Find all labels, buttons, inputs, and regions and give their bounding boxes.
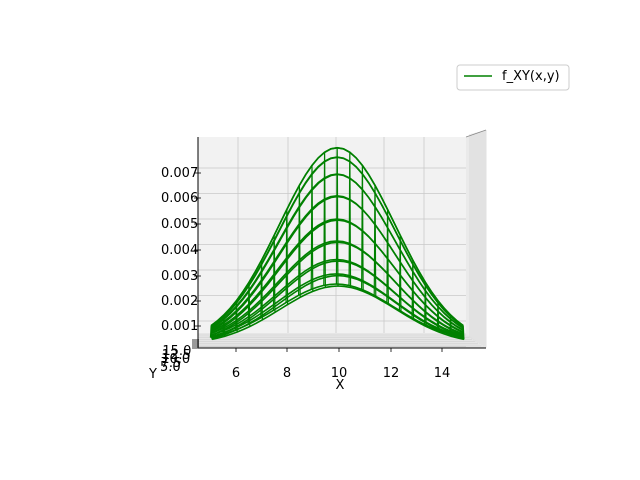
wireframe-series (209, 146, 465, 341)
x-tick-label: 8 (283, 366, 291, 381)
surface-col-12 (361, 165, 364, 292)
surface-col-3 (247, 282, 251, 327)
surface-col-19 (449, 314, 452, 337)
z-tick-label: 0.005 (161, 217, 198, 232)
surface-col-14 (386, 209, 389, 305)
surface-col-15 (398, 235, 402, 313)
x-axis-label: X (336, 378, 345, 393)
y-tick-label: 5.0 (160, 360, 181, 375)
x-tick-label: 14 (434, 366, 451, 381)
surface-col-1 (222, 314, 226, 337)
y-tick-label: 15.0 (162, 344, 191, 359)
y-tick-label: 10.0 (161, 352, 190, 367)
z-tick-label: 0.001 (161, 319, 198, 334)
y-axis-label: Y (148, 367, 157, 382)
x-tick-label: 6 (232, 366, 240, 381)
surface-col-8 (310, 165, 314, 292)
z-tick-label: 0.006 (161, 191, 198, 206)
legend: f_XY(x,y) (456, 64, 570, 91)
surface-col-9 (323, 152, 326, 288)
legend-label: f_XY(x,y) (502, 69, 560, 84)
surface-col-18 (436, 300, 440, 333)
z-tick-label: 0.004 (161, 243, 198, 258)
surface-col-13 (373, 185, 377, 298)
surface-col-10 (335, 147, 339, 287)
surface-col-7 (298, 185, 301, 298)
surface-col-0 (209, 325, 213, 340)
y-tick-label: 12.5 (162, 348, 191, 363)
x-tick-label: 12 (383, 366, 400, 381)
surface-col-20 (461, 325, 465, 340)
top-edge-line (465, 129, 487, 138)
floor-pane (198, 333, 486, 348)
tick-labels: 6 8 10 12 14 0.001 0.002 0.003 0.004 0.005 0.006 0.… (160, 166, 450, 381)
surface-col-11 (348, 152, 352, 288)
legend-box (456, 64, 570, 91)
y-tick-label: 7.5 (161, 356, 182, 371)
z-tick-label: 0.003 (161, 269, 198, 284)
x-tick-label: 10 (331, 366, 348, 381)
z-tick-label: 0.002 (161, 294, 198, 309)
surface-col-17 (424, 282, 427, 327)
surface-col-5 (272, 235, 276, 313)
surface-col-16 (411, 260, 415, 320)
z-tick-label: 0.007 (161, 166, 198, 181)
surface-col-4 (260, 260, 263, 320)
surface-col-2 (235, 300, 238, 333)
axes-lines (197, 129, 487, 349)
surface-col-6 (285, 209, 289, 305)
